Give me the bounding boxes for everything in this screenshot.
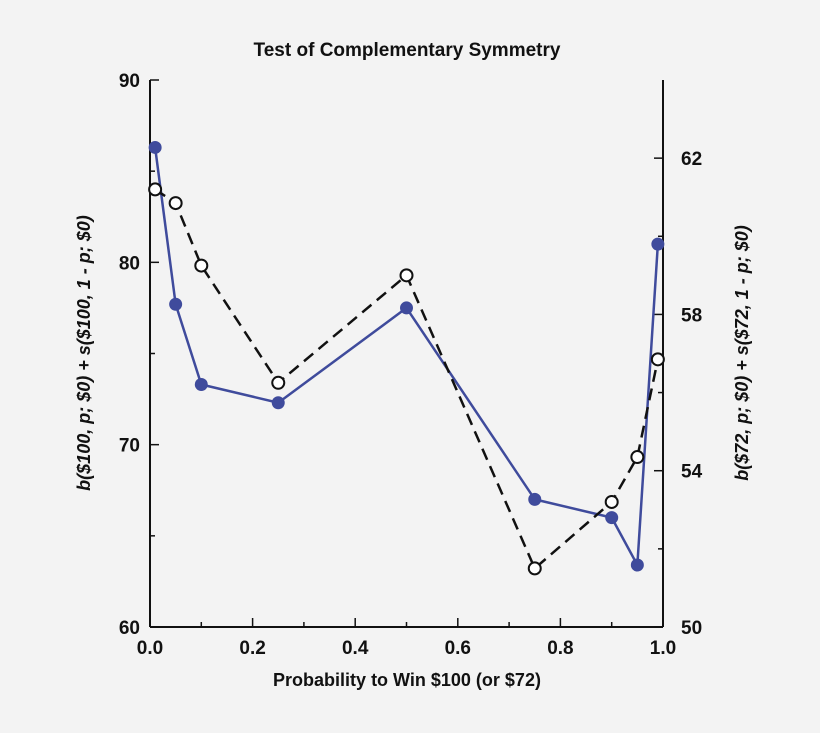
series-0-point: [528, 492, 542, 506]
x-tick-label: 1.0: [650, 638, 676, 659]
series-layer: [148, 140, 665, 576]
series-1-point: [630, 450, 645, 465]
y-axis-right-label: b($72, p; $0) + s($72, 1 - p; $0): [732, 225, 752, 481]
series-0-point: [400, 301, 413, 315]
series-1-point: [604, 494, 619, 509]
x-axis-label: Probability to Win $100 (or $72): [273, 670, 541, 690]
ticks: 0.0 0.2 0.4 0.6 0.8 1.0 60 70 80 90 50 54 58 62: [119, 71, 703, 659]
y-left-tick-label: 90: [119, 71, 140, 92]
x-tick-label: 0.6: [445, 638, 471, 659]
series-1-point: [527, 561, 542, 576]
x-tick-label: 0.0: [137, 638, 163, 659]
series-0-point: [271, 396, 285, 410]
y-left-tick-label: 70: [119, 436, 140, 457]
y-right-tick-label: 50: [681, 618, 702, 639]
y-axis-left-label: b($100, p; $0) + s($100, 1 - p; $0): [74, 215, 94, 491]
series-0-point: [169, 297, 183, 311]
series-0-point: [605, 511, 619, 525]
series-0-point: [651, 237, 665, 251]
series-1-point: [399, 268, 414, 283]
series-1-point: [168, 196, 183, 211]
y-left-tick-label: 80: [119, 253, 140, 274]
plot-frame: [150, 80, 663, 627]
series-0-point: [630, 558, 644, 572]
series-0-point: [148, 140, 162, 154]
x-tick-label: 0.2: [239, 638, 265, 659]
x-tick-label: 0.4: [342, 638, 369, 659]
series-0-point: [194, 377, 208, 391]
y-right-tick-label: 54: [681, 462, 703, 483]
x-tick-label: 0.8: [547, 638, 573, 659]
series-1-point: [148, 182, 163, 197]
series-1-point: [194, 258, 209, 273]
y-right-tick-label: 58: [681, 305, 702, 326]
series-1-point: [650, 352, 665, 367]
y-right-tick-label: 62: [681, 149, 702, 170]
series-1-point: [271, 375, 286, 390]
series-line-0: [153, 147, 660, 567]
y-left-tick-label: 60: [119, 618, 140, 639]
chart-title: Test of Complementary Symmetry: [254, 40, 561, 61]
